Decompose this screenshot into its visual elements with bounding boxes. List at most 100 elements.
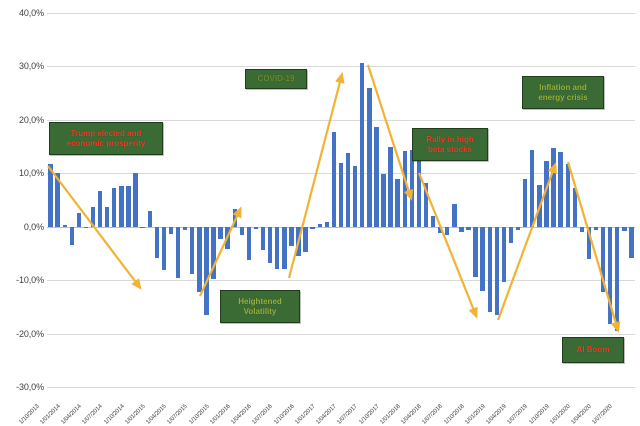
bar	[416, 156, 422, 227]
bar	[515, 226, 521, 230]
bar	[530, 149, 535, 227]
x-axis-tick-label: 1/01/2020	[549, 403, 572, 426]
bar	[133, 172, 138, 227]
bar	[345, 152, 351, 227]
x-axis-tick-label: 1/01/2015	[124, 403, 147, 426]
bar	[487, 226, 492, 312]
x-axis-tick-label: 1/10/2019	[528, 403, 551, 426]
bar	[367, 88, 372, 227]
x-axis-tick-label: 1/10/2017	[358, 403, 381, 426]
x-axis-tick-label: 1/01/2018	[379, 403, 402, 426]
x-axis-tick-label: 1/07/2014	[81, 403, 104, 426]
bar	[374, 127, 379, 227]
x-axis-tick-label: 1/10/2018	[443, 403, 466, 426]
bar	[289, 226, 294, 247]
x-axis-tick-label: 1/10/2016	[273, 403, 296, 426]
bar	[310, 226, 315, 229]
x-axis-tick-label: 1/04/2020	[570, 403, 593, 426]
x-axis-tick-label: 1/10/2014	[103, 403, 126, 426]
y-axis-tick-label: -10,0%	[16, 275, 44, 286]
bar	[62, 225, 67, 227]
gridline	[47, 13, 635, 14]
x-axis-tick-label: 1/01/2014	[39, 403, 62, 426]
bar	[253, 226, 259, 230]
plot-area	[47, 13, 635, 388]
bar	[260, 226, 266, 251]
x-axis-tick-label: 1/04/2019	[485, 403, 508, 426]
callout-heightened-volatility: Heightened Volatility	[220, 290, 300, 323]
bar	[175, 226, 181, 278]
x-axis-tick-label: 1/04/2016	[230, 403, 253, 426]
bar	[445, 226, 450, 235]
bar	[423, 182, 429, 227]
bar	[402, 150, 407, 227]
bar	[381, 173, 386, 227]
bar	[303, 226, 308, 253]
bar	[331, 131, 337, 227]
y-axis-tick-label: 20,0%	[18, 114, 44, 125]
x-axis-tick-label: 1/07/2019	[506, 403, 529, 426]
bar	[218, 226, 223, 239]
bar	[48, 163, 53, 227]
bar	[119, 186, 124, 227]
bar	[395, 178, 400, 227]
x-axis-tick-label: 1/07/2016	[251, 403, 274, 426]
bar	[90, 207, 96, 227]
x-axis: 1/10/2013 1/01/2014 1/04/2014 1/07/2014 1/10…	[18, 389, 635, 426]
callout-line: Inflation and	[539, 82, 587, 92]
x-axis-tick-label: 1/07/2015	[166, 403, 189, 426]
bar	[267, 226, 273, 264]
x-axis-tick-label: 1/01/2016	[209, 403, 232, 426]
gridline	[47, 280, 635, 282]
bar	[473, 226, 478, 278]
bar	[437, 226, 443, 233]
bar	[430, 216, 436, 227]
callout-line: beta stocks	[427, 144, 473, 154]
bar	[296, 226, 301, 256]
gridline	[47, 387, 635, 388]
bar	[388, 147, 393, 227]
callout-line: economic prosperity	[66, 138, 146, 148]
callout-line: AI Boom	[576, 345, 610, 354]
bar	[600, 226, 606, 293]
bar	[501, 226, 507, 282]
bar	[508, 226, 514, 243]
bar	[565, 163, 570, 227]
bar	[558, 152, 563, 227]
bar	[622, 226, 627, 231]
bar	[211, 226, 216, 280]
bar	[615, 226, 620, 331]
bar	[338, 163, 344, 227]
callout-trump-elected: Trump elected and economic prosperity	[49, 122, 163, 155]
bar	[182, 226, 188, 230]
y-axis-tick-label: 0,0%	[23, 221, 44, 232]
callout-rally-high-beta: Rally in high beta stocks	[412, 128, 488, 161]
bar	[239, 226, 244, 235]
callout-covid-19: COVID-19	[245, 69, 307, 89]
bar	[168, 226, 174, 234]
bar	[522, 178, 528, 227]
callout-line: COVID-19	[257, 74, 295, 83]
bar	[225, 226, 230, 250]
bar	[409, 150, 415, 227]
bar	[579, 226, 585, 233]
bar	[593, 226, 599, 231]
x-axis-tick-label: 1/04/2018	[400, 403, 423, 426]
bar	[76, 212, 82, 227]
bar	[537, 185, 542, 227]
bar	[629, 226, 634, 259]
x-axis-tick-label: 1/07/2017	[336, 403, 359, 426]
callout-line: energy crisis	[538, 92, 588, 102]
bar	[551, 147, 556, 227]
y-axis-tick-label: 10,0%	[18, 168, 44, 179]
bar	[452, 203, 457, 227]
bar	[352, 166, 358, 227]
x-axis-tick-label: 1/10/2015	[188, 403, 211, 426]
gridline	[47, 66, 635, 68]
y-axis-tick-label: -20,0%	[16, 328, 44, 339]
bar	[97, 190, 103, 227]
x-axis-tick-label: 1/04/2015	[145, 403, 168, 426]
bar	[204, 226, 209, 316]
y-axis: 40,0% 30,0% 20,0% 10,0% 0,0% -10,0% -20,0% -30,…	[0, 8, 44, 392]
bar	[55, 173, 60, 227]
